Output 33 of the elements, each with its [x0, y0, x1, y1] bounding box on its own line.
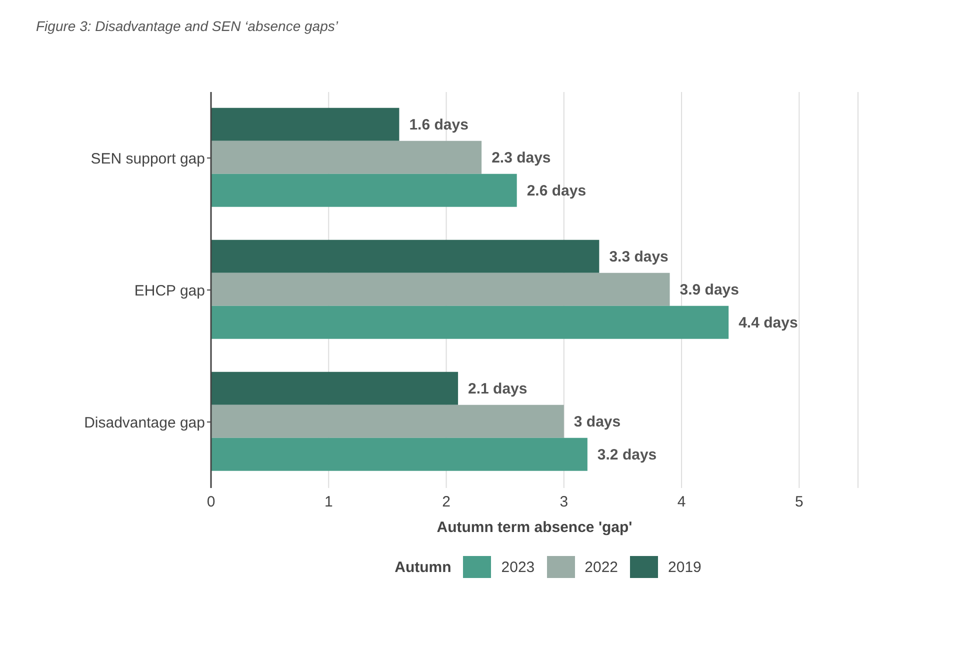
x-tick-label: 0	[206, 494, 216, 511]
bar	[211, 372, 458, 405]
y-tick-label: EHCP gap	[134, 282, 205, 300]
chart-title: Figure 3: Disadvantage and SEN ‘absence gaps’	[36, 18, 340, 36]
x-tick-label: 4	[677, 494, 686, 511]
data-label: 4.4 days	[738, 314, 798, 332]
data-label: 2.6 days	[526, 182, 586, 200]
x-tick-label: 3	[560, 494, 568, 511]
bar	[211, 108, 400, 141]
data-label: 3.9 days	[680, 282, 739, 299]
x-tick-label: 1	[324, 494, 333, 511]
x-tick-label: 5	[795, 494, 804, 511]
y-tick-label: SEN support gap	[90, 150, 205, 168]
x-tick-label: 2	[442, 494, 450, 511]
data-label: 3 days	[574, 414, 621, 431]
bar	[211, 272, 670, 306]
legend-label: 2022	[584, 558, 618, 576]
x-axis-title: Autumn term absence 'gap'	[436, 519, 632, 536]
legend-title: Autumn	[394, 558, 452, 576]
bar	[211, 174, 517, 207]
bar	[211, 306, 729, 339]
data-label: 3.3 days	[609, 248, 668, 266]
data-label: 2.1 days	[468, 380, 528, 398]
bar	[211, 140, 482, 174]
bar	[211, 240, 600, 273]
data-label: 2.3 days	[492, 150, 551, 167]
bar	[211, 404, 564, 438]
data-label: 1.6 days	[409, 116, 468, 134]
y-tick-label: Disadvantage gap	[84, 414, 205, 432]
bar	[211, 438, 588, 471]
legend-label: 2023	[501, 558, 535, 576]
data-label: 3.2 days	[597, 446, 657, 464]
legend-label: 2019	[668, 558, 702, 576]
